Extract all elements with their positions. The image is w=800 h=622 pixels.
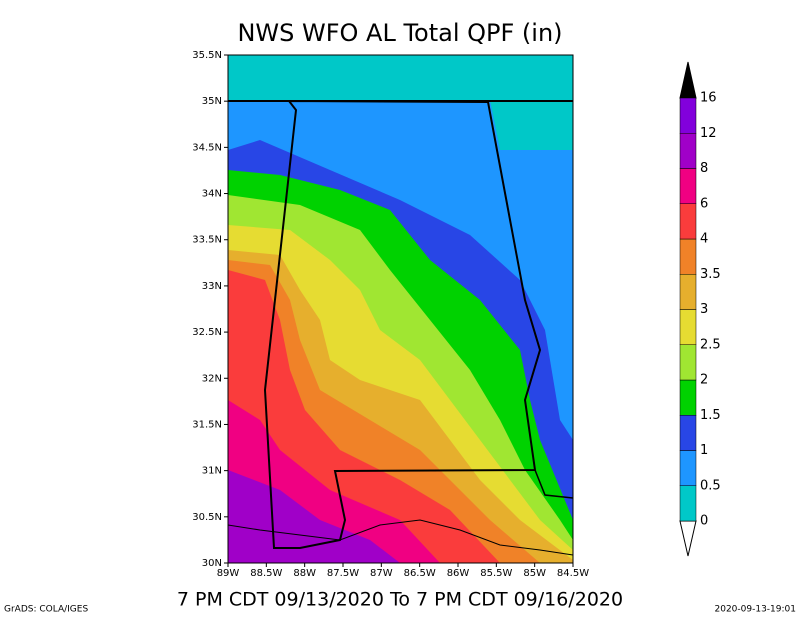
legend-box [679, 309, 697, 345]
legend-label: 6 [700, 196, 708, 211]
legend-box [679, 379, 697, 416]
legend-arrow [679, 520, 697, 557]
lat-label: 32N [202, 373, 222, 384]
timestamp: 2020-09-13-19:01 [715, 605, 797, 615]
map-frame [227, 54, 574, 564]
credit: GrADS: COLA/IGES [4, 605, 88, 615]
legend-box [679, 238, 697, 275]
lon-label: 87W [370, 568, 393, 579]
lat-label: 30N [202, 558, 222, 569]
state-border [263, 100, 542, 549]
legend-label: 1.5 [700, 408, 721, 423]
legend-arrow [679, 61, 697, 99]
lon-label: 88.5W [250, 568, 282, 579]
legend-label: 12 [700, 126, 717, 141]
lat-label: 30.5N [192, 512, 222, 523]
legend-label: 4 [700, 232, 708, 247]
lon-label: 85W [523, 568, 546, 579]
legend-label: 0 [700, 514, 708, 529]
lon-label: 88W [293, 568, 316, 579]
legend-box [679, 133, 697, 169]
legend-label: 3.5 [700, 267, 721, 282]
lon-label: 85.5W [480, 568, 512, 579]
lat-label: 31N [202, 466, 222, 477]
legend-box [679, 97, 697, 134]
lon-label: 89W [217, 568, 240, 579]
legend-label: 16 [700, 91, 717, 106]
legend-box [679, 485, 697, 522]
legend-label: 1 [700, 443, 708, 458]
lon-label: 86W [447, 568, 470, 579]
lon-label: 87.5W [327, 568, 359, 579]
legend-label: 8 [700, 161, 708, 176]
legend-box [679, 344, 697, 381]
precip-field [228, 55, 573, 563]
lat-label: 32.5N [192, 327, 222, 338]
legend-box [679, 168, 697, 204]
lat-label: 33N [202, 281, 222, 292]
lon-label: 84.5W [557, 568, 589, 579]
lat-label: 34N [202, 189, 222, 200]
lon-label: 86.5W [404, 568, 436, 579]
legend-box [679, 203, 697, 240]
legend-label: 2 [700, 373, 708, 388]
lat-label: 35N [202, 96, 222, 107]
legend-box [679, 450, 697, 486]
coastline [228, 519, 573, 556]
legend-box [679, 415, 697, 451]
lat-label: 35.5N [192, 50, 222, 61]
legend-label: 2.5 [700, 337, 721, 352]
legend-label: 3 [700, 302, 708, 317]
legend-box [679, 274, 697, 310]
legend-label: 0.5 [700, 478, 721, 493]
lat-label: 33.5N [192, 235, 222, 246]
title: NWS WFO AL Total QPF (in) [237, 19, 562, 47]
footer: 7 PM CDT 09/13/2020 To 7 PM CDT 09/16/20… [177, 589, 623, 611]
border [534, 469, 573, 499]
lat-label: 34.5N [192, 142, 222, 153]
lat-label: 31.5N [192, 419, 222, 430]
